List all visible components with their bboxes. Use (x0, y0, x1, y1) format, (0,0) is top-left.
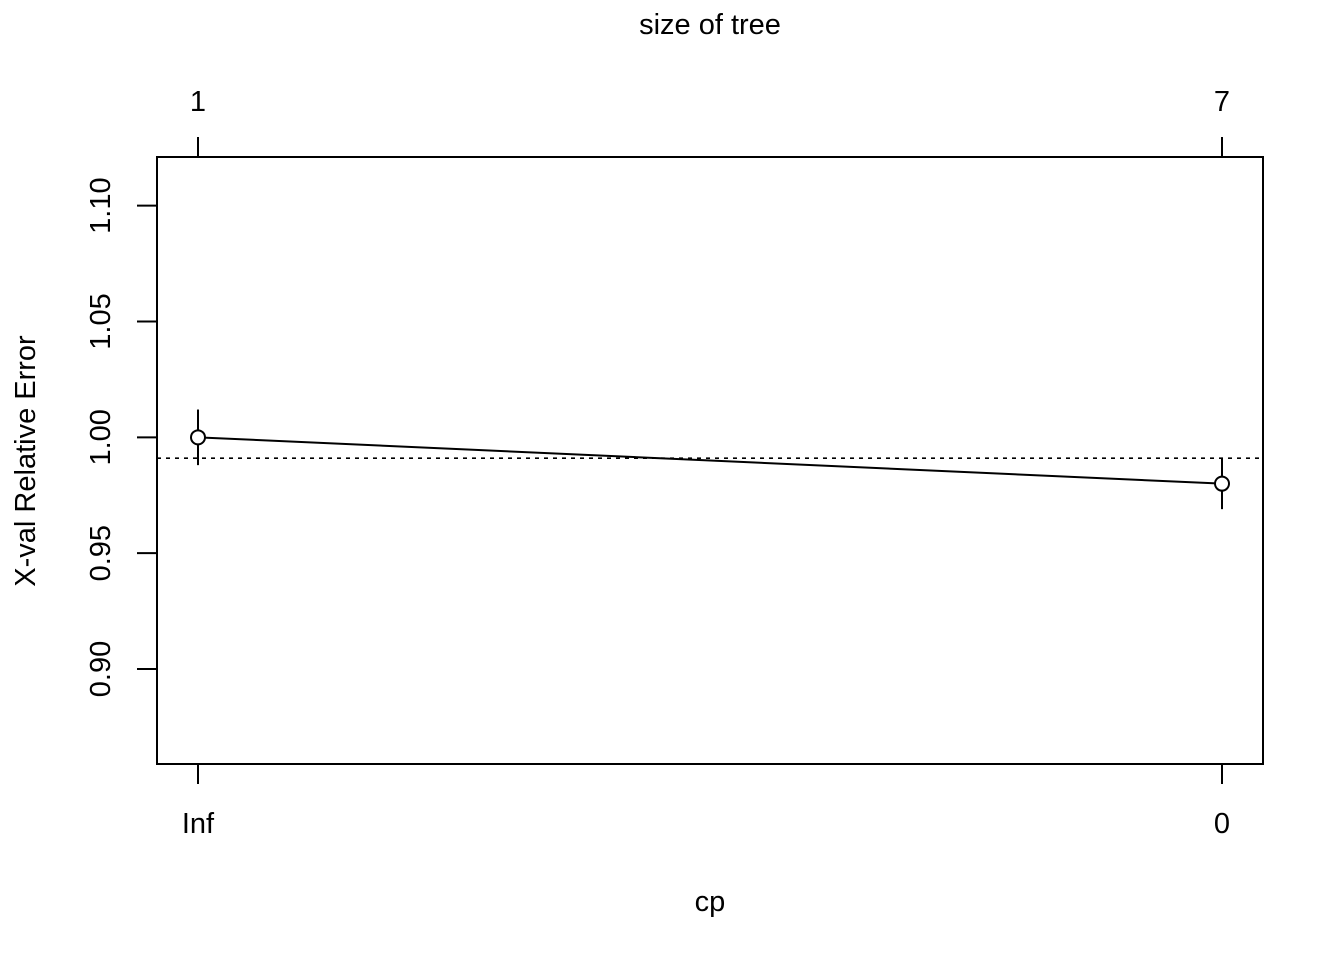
top-axis-title: size of tree (639, 9, 781, 41)
x-tick-label: 0 (1214, 808, 1230, 840)
y-tick-label: 1.00 (85, 409, 117, 465)
y-tick-label: 0.95 (85, 525, 117, 581)
y-axis: 0.90 0.95 1.00 1.05 1.10 (85, 177, 157, 697)
series-group (190, 409, 1230, 510)
data-point (1214, 475, 1230, 492)
y-tick-label: 1.10 (85, 177, 117, 233)
y-tick-label: 0.90 (85, 641, 117, 697)
bottom-axis: Inf 0 (182, 764, 1230, 840)
y-axis-label: X-val Relative Error (10, 335, 42, 587)
x-axis-label: cp (695, 886, 726, 918)
top-tick-label: 7 (1214, 86, 1230, 118)
series-line (197, 436, 1223, 485)
x-tick-label: Inf (182, 808, 215, 840)
plot-frame (156, 156, 1264, 765)
top-tick-label: 1 (190, 86, 206, 118)
data-point (190, 429, 206, 446)
y-tick-label: 1.05 (85, 293, 117, 349)
